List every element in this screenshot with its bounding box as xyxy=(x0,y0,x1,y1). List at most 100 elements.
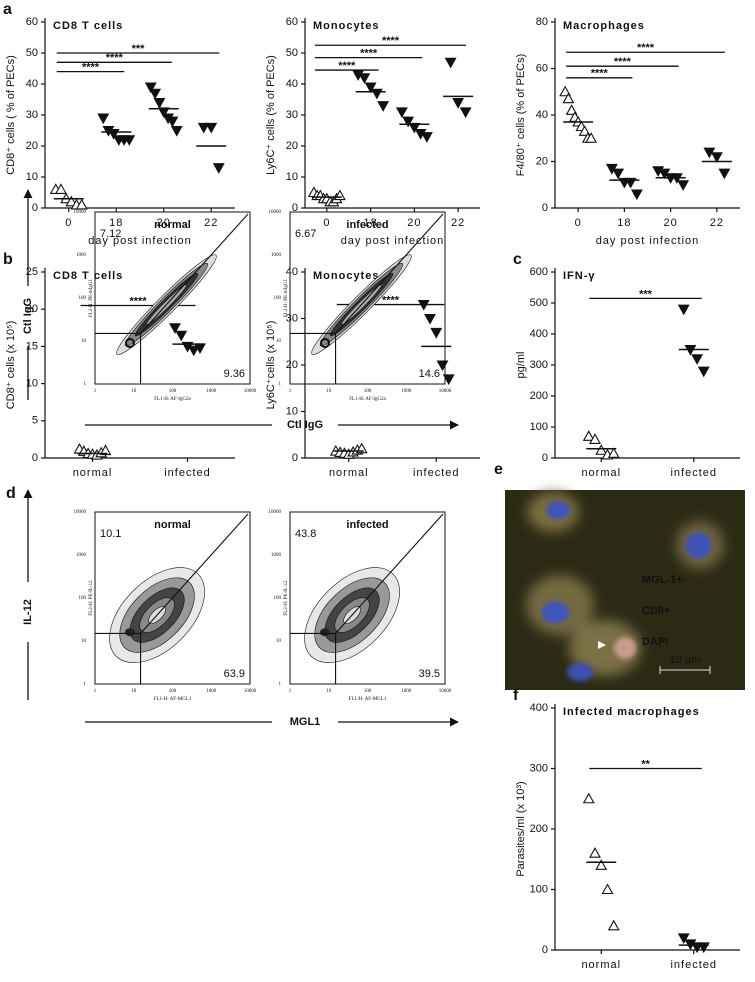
y-tick-label: 100 xyxy=(530,883,548,895)
y-tick-label: 40 xyxy=(26,78,38,90)
x-tick-label: 100 xyxy=(169,389,177,394)
x-tick-label: 10000 xyxy=(439,689,452,694)
gates xyxy=(95,513,249,684)
significance-label: **** xyxy=(591,68,609,80)
data-point xyxy=(562,92,575,104)
y-tick-label: 1 xyxy=(84,682,87,687)
cell xyxy=(569,620,641,676)
y-tick-label: 30 xyxy=(26,109,38,121)
data-point xyxy=(444,57,457,69)
y-tick-label: 0 xyxy=(542,202,548,214)
data-point xyxy=(595,859,608,870)
data-point xyxy=(677,933,690,945)
plot-title: infected xyxy=(346,519,388,531)
y-tick-label: 10 xyxy=(81,639,87,644)
stain-label: DAPI xyxy=(642,636,668,648)
data-point xyxy=(123,135,136,146)
data-point xyxy=(75,198,88,210)
upper-gate-value: 10.1 xyxy=(100,528,121,540)
panel-label: f xyxy=(513,687,519,704)
y-tick-label: 500 xyxy=(530,297,548,309)
chart-title: Infected macrophages xyxy=(563,706,700,718)
chart-title: Monocytes xyxy=(313,20,379,32)
significance-label: ** xyxy=(641,758,650,770)
data-point xyxy=(697,366,710,378)
y-tick-label: 0 xyxy=(292,452,298,464)
x-tick-label: 0 xyxy=(575,217,582,229)
y-tick-label: 0 xyxy=(32,452,38,464)
scale-bar-label: 10 µm xyxy=(670,654,701,666)
data-point xyxy=(358,73,371,84)
y-tick-label: 100 xyxy=(274,596,282,601)
data-point xyxy=(565,104,578,115)
y-tick-label: 0 xyxy=(542,452,548,464)
y-tick-label: 40 xyxy=(536,109,548,121)
x-tick-label: 10 xyxy=(326,389,332,394)
x-tick-label: normal xyxy=(581,959,621,971)
x-tick-label: 22 xyxy=(204,217,218,229)
y-tick-label: 10 xyxy=(26,378,38,390)
x-axis-title: FL1-H: AF-IgG2a xyxy=(154,397,191,402)
y-tick-label: 1 xyxy=(279,682,282,687)
plot-title: normal xyxy=(154,519,191,531)
y-tick-label: 20 xyxy=(26,303,38,315)
x-tick-label: 22 xyxy=(710,217,724,229)
y-tick-label: 100 xyxy=(274,296,282,301)
scale-bar xyxy=(659,666,711,674)
lower-gate-value: 14.6 xyxy=(419,368,440,380)
data-point xyxy=(677,304,690,316)
data-point xyxy=(697,942,710,954)
flow-plot: 1 1 10 10 100 100 1000 1000 10000 10000 FL2-H: PE-… xyxy=(269,510,452,702)
y-tick-label: 0 xyxy=(292,202,298,214)
nucleus xyxy=(546,501,570,519)
significance-label: **** xyxy=(614,56,632,68)
x-axis-label: day post infection xyxy=(596,235,700,247)
x-tick-label: 10000 xyxy=(244,689,257,694)
y-tick-label: 1 xyxy=(84,382,87,387)
y-axis-title: FL2-H: PE-mIgG1 xyxy=(89,279,94,317)
significance-label: **** xyxy=(637,42,655,54)
x-tick-label: 10 xyxy=(131,689,137,694)
x-tick-label: 1 xyxy=(289,689,292,694)
data-point xyxy=(578,125,591,136)
chart-title: IFN-γ xyxy=(563,270,596,282)
y-tick-label: 50 xyxy=(26,47,38,59)
y-tick-label: 300 xyxy=(530,762,548,774)
y-tick-label: 30 xyxy=(286,312,298,324)
plot-frame xyxy=(289,511,446,685)
data-point xyxy=(55,183,67,194)
data-point xyxy=(430,327,443,339)
stain-label: MGL-1+ xyxy=(642,574,683,586)
chart-title: CD8 T cells xyxy=(53,20,123,32)
gates xyxy=(95,213,249,384)
x-tick-label: 10 xyxy=(131,389,137,394)
x-tick-label: 1 xyxy=(94,689,97,694)
panel-label: e xyxy=(494,461,503,478)
significance-label: **** xyxy=(129,295,147,307)
x-tick-label: 18 xyxy=(617,217,631,229)
x-tick-label: 20 xyxy=(157,217,171,229)
x-tick-label: 0 xyxy=(65,217,72,229)
y-tick-label: 1000 xyxy=(76,553,87,558)
y-tick-label: 25 xyxy=(26,266,38,278)
y-tick-label: 10 xyxy=(286,171,298,183)
data-point xyxy=(370,88,383,100)
x-axis-label: day post infection xyxy=(341,235,445,247)
data-point xyxy=(212,163,225,174)
y-axis-label: CD8⁺ cells (x 10⁵) xyxy=(5,321,17,410)
y-tick-label: 200 xyxy=(530,390,548,402)
x-tick-label: 1 xyxy=(289,389,292,394)
y-tick-label: 60 xyxy=(286,16,298,28)
contour xyxy=(319,337,330,348)
y-tick-label: 600 xyxy=(530,266,548,278)
nucleus xyxy=(541,601,569,623)
data-point xyxy=(402,116,415,128)
x-tick-label: normal xyxy=(581,467,621,479)
panel-label: c xyxy=(513,251,522,268)
col-axis-label: Ctl IgG xyxy=(287,419,323,431)
y-axis-title: FL2-H: PE-IL-12 xyxy=(284,580,289,616)
x-tick-label: infected xyxy=(164,467,211,479)
contour xyxy=(319,628,330,637)
y-tick-label: 20 xyxy=(286,359,298,371)
lower-gate-value: 9.36 xyxy=(224,368,245,380)
